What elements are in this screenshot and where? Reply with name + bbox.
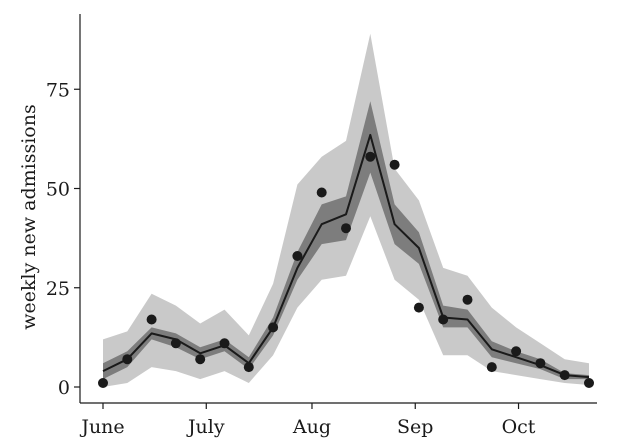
y-tick-label: 50	[46, 179, 70, 201]
observed-point	[316, 187, 327, 198]
observed-point	[584, 378, 594, 388]
x-tick-label: Sep	[397, 416, 433, 438]
observed-point	[195, 354, 206, 365]
band-50-interval	[103, 101, 589, 380]
observed-point	[292, 251, 303, 261]
x-tick-label: Oct	[502, 416, 536, 438]
observed-point	[268, 322, 279, 333]
x-tick-label: Aug	[292, 416, 331, 438]
observed-point	[413, 302, 424, 313]
observed-point	[511, 346, 522, 357]
x-tick-label: June	[79, 416, 124, 438]
y-axis-ticks: 0 25 50 75	[46, 79, 80, 399]
observed-point	[535, 358, 546, 369]
observed-point	[146, 314, 157, 325]
observed-point	[341, 223, 351, 234]
uncertainty-bands	[103, 33, 589, 387]
observed-point	[219, 338, 230, 349]
observed-point	[438, 314, 449, 325]
y-tick-label: 75	[46, 79, 70, 101]
observed-point	[389, 159, 400, 170]
x-axis-ticks: June July Aug Sep Oct	[79, 403, 536, 438]
observed-point	[243, 362, 254, 373]
observed-point	[122, 354, 133, 365]
median-line-layer	[102, 133, 590, 379]
observed-point	[170, 338, 181, 349]
x-tick-label: July	[186, 416, 225, 438]
observed-points-layer	[98, 151, 594, 388]
y-tick-label: 0	[58, 377, 70, 399]
median-line	[102, 133, 590, 379]
observed-point	[462, 294, 473, 305]
observed-point	[486, 362, 497, 373]
observed-point	[98, 378, 108, 388]
y-axis-title: weekly new admissions	[18, 104, 40, 330]
y-tick-label: 25	[46, 278, 70, 300]
observed-point	[559, 370, 570, 381]
observed-point	[365, 151, 376, 162]
